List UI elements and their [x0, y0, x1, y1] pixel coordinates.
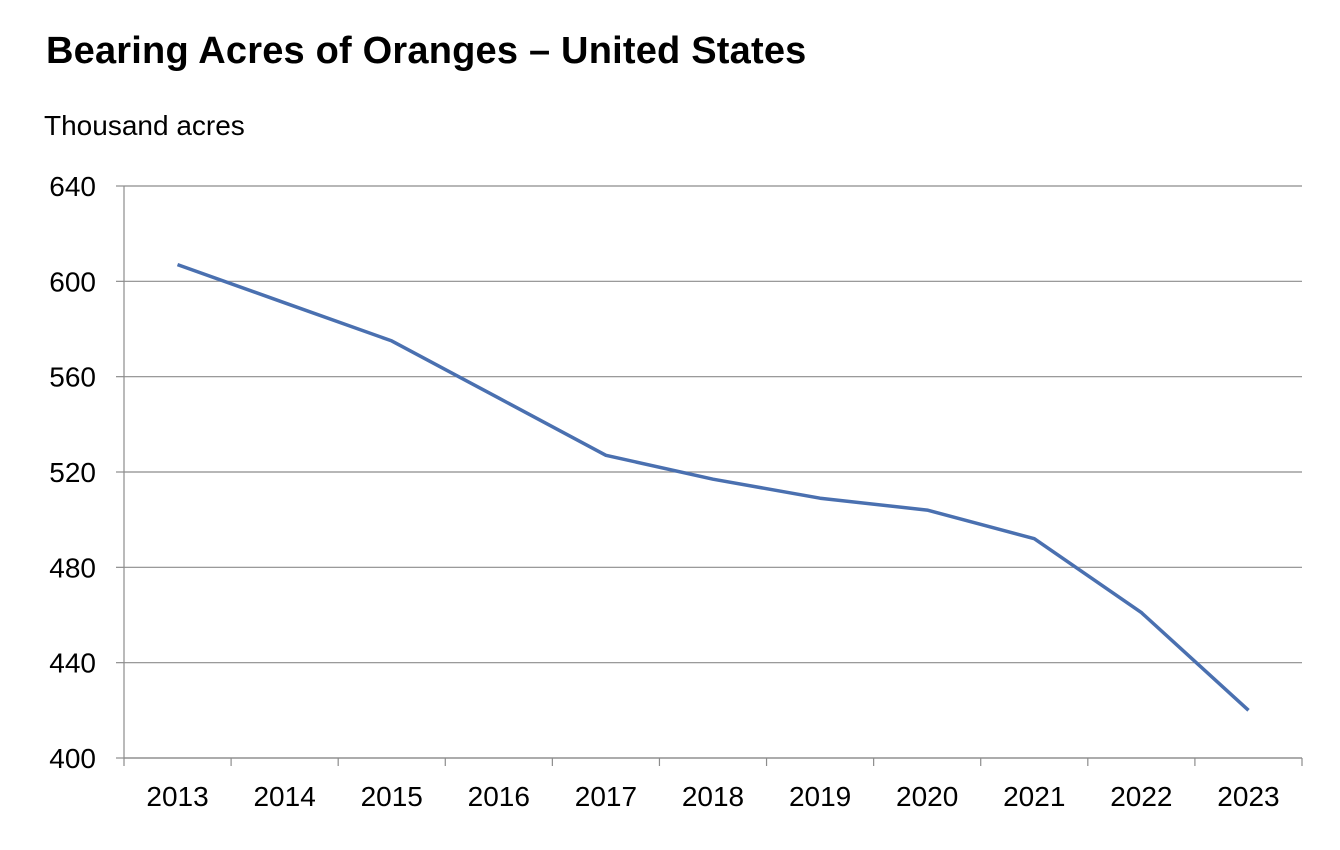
x-tick-label: 2013 [146, 781, 208, 812]
x-tick-label: 2023 [1217, 781, 1279, 812]
x-axis: 2013 2014 2015 2016 2017 2018 2019 2020 2021 2022… [123, 757, 1303, 812]
x-tick-label: 2022 [1110, 781, 1172, 812]
series-group [176, 262, 1250, 712]
x-tick-label: 2019 [789, 781, 851, 812]
y-tick-label: 480 [49, 552, 96, 583]
y-tick-label: 440 [49, 648, 96, 679]
x-tick-label: 2015 [361, 781, 423, 812]
y-tick-label: 560 [49, 362, 96, 393]
y-axis-unit-label: Thousand acres [44, 110, 245, 141]
x-tick-label: 2014 [253, 781, 315, 812]
x-tick-label: 2018 [682, 781, 744, 812]
y-tick-label: 400 [49, 743, 96, 774]
chart-title: Bearing Acres of Oranges – United States [46, 30, 807, 72]
x-tick-label: 2016 [468, 781, 530, 812]
y-axis: 400 440 480 520 560 600 640 [49, 171, 125, 774]
x-tick-label: 2017 [575, 781, 637, 812]
x-tick-label: 2021 [1003, 781, 1065, 812]
x-tick-label: 2020 [896, 781, 958, 812]
y-tick-label: 600 [49, 266, 96, 297]
y-tick-label: 520 [49, 457, 96, 488]
gridlines [124, 185, 1302, 759]
series-line-0 [176, 262, 1250, 712]
y-tick-label: 640 [49, 171, 96, 202]
